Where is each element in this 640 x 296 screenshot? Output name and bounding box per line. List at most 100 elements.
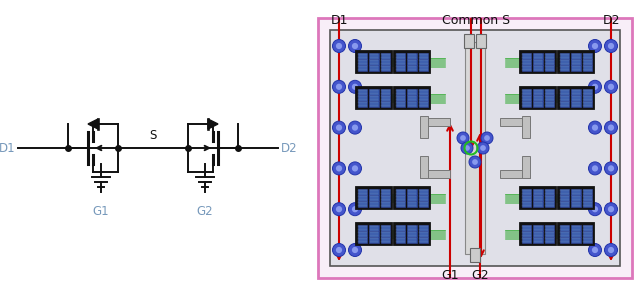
Bar: [330, 30, 620, 266]
Bar: [560, 201, 569, 207]
Bar: [560, 95, 569, 101]
Circle shape: [592, 43, 598, 49]
Bar: [358, 53, 367, 59]
Bar: [522, 65, 531, 71]
Bar: [533, 231, 543, 237]
Bar: [572, 225, 580, 231]
Text: D2: D2: [602, 14, 620, 27]
Bar: [583, 59, 592, 65]
Bar: [522, 156, 530, 178]
Bar: [381, 102, 390, 107]
Bar: [369, 225, 379, 231]
Bar: [545, 65, 554, 71]
Bar: [572, 189, 580, 194]
Circle shape: [352, 125, 358, 131]
Bar: [358, 225, 367, 231]
Circle shape: [349, 80, 362, 93]
Bar: [369, 59, 379, 65]
Bar: [407, 231, 417, 237]
Bar: [533, 195, 543, 201]
Bar: [396, 195, 405, 201]
Bar: [420, 156, 428, 178]
Bar: [500, 170, 530, 178]
Text: Common S: Common S: [442, 14, 510, 27]
Bar: [419, 89, 428, 95]
Bar: [407, 237, 417, 243]
Circle shape: [605, 80, 618, 93]
Bar: [407, 102, 417, 107]
Bar: [533, 201, 543, 207]
Circle shape: [352, 84, 358, 90]
Bar: [545, 89, 554, 95]
Circle shape: [589, 39, 602, 52]
Bar: [545, 102, 554, 107]
Bar: [356, 51, 392, 73]
Bar: [545, 225, 554, 231]
Bar: [407, 89, 417, 95]
Circle shape: [605, 162, 618, 175]
Bar: [545, 53, 554, 59]
Bar: [533, 237, 543, 243]
Bar: [396, 201, 405, 207]
Bar: [520, 87, 556, 109]
Bar: [572, 195, 580, 201]
Bar: [560, 195, 569, 201]
Circle shape: [349, 39, 362, 52]
Bar: [560, 225, 569, 231]
Bar: [358, 102, 367, 107]
Bar: [545, 237, 554, 243]
Circle shape: [589, 162, 602, 175]
Bar: [369, 89, 379, 95]
Bar: [396, 225, 405, 231]
Bar: [407, 201, 417, 207]
Bar: [476, 34, 486, 48]
Circle shape: [336, 43, 342, 49]
Bar: [420, 118, 450, 126]
Bar: [381, 201, 390, 207]
Bar: [407, 65, 417, 71]
Polygon shape: [88, 119, 98, 129]
Circle shape: [608, 165, 614, 171]
Bar: [583, 102, 592, 107]
Text: G2: G2: [196, 205, 213, 218]
Bar: [533, 59, 543, 65]
Bar: [369, 102, 379, 107]
Circle shape: [336, 165, 342, 171]
Bar: [583, 231, 592, 237]
Bar: [381, 65, 390, 71]
Bar: [522, 102, 531, 107]
Bar: [381, 195, 390, 201]
Bar: [583, 53, 592, 59]
Circle shape: [333, 244, 346, 257]
Circle shape: [349, 162, 362, 175]
Bar: [545, 195, 554, 201]
Bar: [558, 51, 594, 73]
Circle shape: [589, 203, 602, 216]
Bar: [572, 53, 580, 59]
Bar: [560, 231, 569, 237]
Circle shape: [480, 145, 486, 151]
Circle shape: [592, 247, 598, 253]
Bar: [560, 237, 569, 243]
Circle shape: [589, 80, 602, 93]
Circle shape: [589, 121, 602, 134]
Circle shape: [333, 39, 346, 52]
Bar: [358, 195, 367, 201]
Circle shape: [461, 142, 473, 154]
Bar: [545, 201, 554, 207]
Bar: [358, 231, 367, 237]
Bar: [560, 59, 569, 65]
Circle shape: [464, 145, 470, 151]
Bar: [522, 225, 531, 231]
Bar: [583, 65, 592, 71]
Bar: [533, 53, 543, 59]
Bar: [396, 102, 405, 107]
Bar: [407, 59, 417, 65]
Bar: [369, 231, 379, 237]
Bar: [358, 237, 367, 243]
Bar: [369, 237, 379, 243]
Bar: [396, 95, 405, 101]
Circle shape: [333, 80, 346, 93]
Bar: [369, 95, 379, 101]
Bar: [358, 95, 367, 101]
